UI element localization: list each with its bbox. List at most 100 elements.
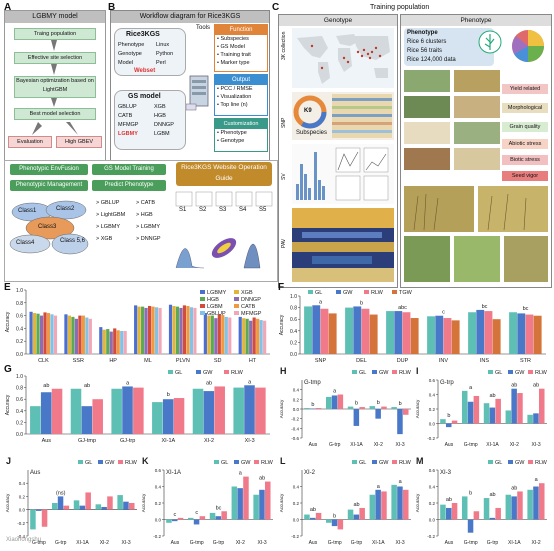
legend-swatch [352, 460, 357, 464]
x-tick-label: G-trp [329, 442, 341, 448]
bar [525, 314, 534, 354]
y-axis-label: Accuracy [279, 399, 284, 418]
y-tick-label: -0.4 [17, 534, 25, 539]
significance-letter: bc [523, 306, 529, 312]
x-tick-label: INV [439, 358, 449, 364]
y-axis-label: Accuracy [279, 314, 285, 335]
btn-gs-model-training[interactable]: GS Model Training [92, 164, 166, 175]
bar [451, 503, 458, 520]
x-tick-label: HT [249, 358, 257, 364]
significance-letter: ab [259, 476, 265, 482]
phenotype-title: Phenotype [401, 15, 551, 26]
y-tick-label: 0.4 [429, 485, 436, 490]
x-tick-label: G-trp [351, 540, 363, 546]
row-label-sv: SV [281, 173, 287, 180]
bar [50, 314, 54, 354]
significance-letter: b [333, 514, 336, 520]
y-tick-label: -0.2 [153, 534, 161, 539]
gs-model-title: GS model [128, 93, 161, 100]
bar [440, 419, 446, 424]
site-name: Rice3KGS [126, 31, 160, 38]
bar [255, 387, 266, 434]
rice-field-photos-image [404, 186, 548, 282]
bar [141, 306, 145, 354]
bar [221, 314, 225, 354]
legend-label: GW [379, 460, 389, 466]
panel-a-title: LGBMY model [5, 11, 105, 23]
panel-c-title: Training population [370, 4, 430, 11]
bar [315, 408, 322, 409]
step-s2: S2 [199, 207, 207, 213]
bar [467, 519, 474, 533]
bar [476, 309, 485, 354]
significance-letter: b [469, 490, 472, 496]
legend-label: GL [85, 460, 92, 466]
chart-i: I -0.2 0.0 0.2 0.4 0.6 Accuracy Aus b G-tmp a XI-1A… [415, 366, 548, 448]
bar [120, 330, 124, 354]
significance-letter: a [377, 484, 381, 490]
btn-phenotypic-envfusion[interactable]: Phenotypic EnvFusion [10, 164, 88, 175]
bar [533, 486, 539, 520]
bar [445, 423, 452, 428]
x-tick-label: XI-3 [245, 438, 255, 444]
y-tick-label: 0.2 [16, 339, 23, 345]
x-tick-label: XI-1A [486, 442, 499, 448]
watermark: Xiaohongshu [6, 537, 42, 543]
bar [445, 507, 452, 520]
bar [46, 313, 51, 354]
bar [397, 486, 403, 520]
bar [369, 406, 376, 409]
btn-predict-phenotype[interactable]: Predict Phenotype [92, 180, 166, 191]
bar [403, 409, 409, 415]
bar [435, 315, 444, 354]
bar [57, 496, 64, 510]
model-gblup: GBLUP [118, 104, 137, 110]
bar [304, 306, 312, 354]
bar [375, 489, 381, 520]
bar [79, 505, 86, 510]
group-label: G-trp [440, 380, 454, 386]
x-tick-label: Aus [42, 438, 52, 444]
significance-letter: a [126, 380, 130, 386]
bar [36, 313, 40, 354]
btn-phenotypic-management[interactable]: Phenotypic Management [10, 180, 88, 191]
significance-letter: c [442, 310, 445, 316]
bar [256, 318, 260, 354]
y-tick-label: -0.6 [291, 436, 299, 441]
tool-python: Python [156, 51, 174, 57]
bar [259, 320, 263, 354]
bar [527, 489, 533, 520]
bar [243, 476, 249, 520]
legend-swatch [78, 460, 83, 464]
significance-letter: b [355, 401, 358, 407]
y-tick-label: -0.2 [17, 521, 25, 526]
function-item-marker: • Marker type [217, 60, 250, 66]
x-tick-label: XI-1A [161, 438, 175, 444]
y-tick-label: 0.4 [155, 485, 162, 490]
bar [182, 305, 187, 354]
bar [88, 318, 92, 354]
legend-swatch [372, 370, 377, 374]
bar [238, 316, 242, 354]
significance-letter: a [333, 389, 337, 395]
bar [345, 307, 353, 354]
genotype-title: Genotype [279, 15, 397, 26]
bar [495, 507, 501, 520]
legend-label: HGB [207, 297, 219, 303]
bar [210, 315, 214, 354]
bar [325, 519, 332, 523]
y-tick-label: 1.0 [16, 374, 23, 380]
model-lgbmy: LGBMY [118, 131, 138, 137]
bar [468, 312, 476, 354]
y-tick-label: 0.2 [429, 501, 436, 506]
model-catb: CATB [118, 113, 133, 119]
bar [533, 413, 539, 424]
bar [386, 311, 394, 354]
significance-letter: b [377, 400, 380, 406]
significance-letter: bc [216, 505, 222, 511]
bar [461, 496, 468, 520]
bar [102, 329, 106, 354]
class4-label: Class4 [16, 240, 35, 246]
legend-swatch [118, 460, 123, 464]
x-tick-label: G-tmp [190, 540, 204, 546]
